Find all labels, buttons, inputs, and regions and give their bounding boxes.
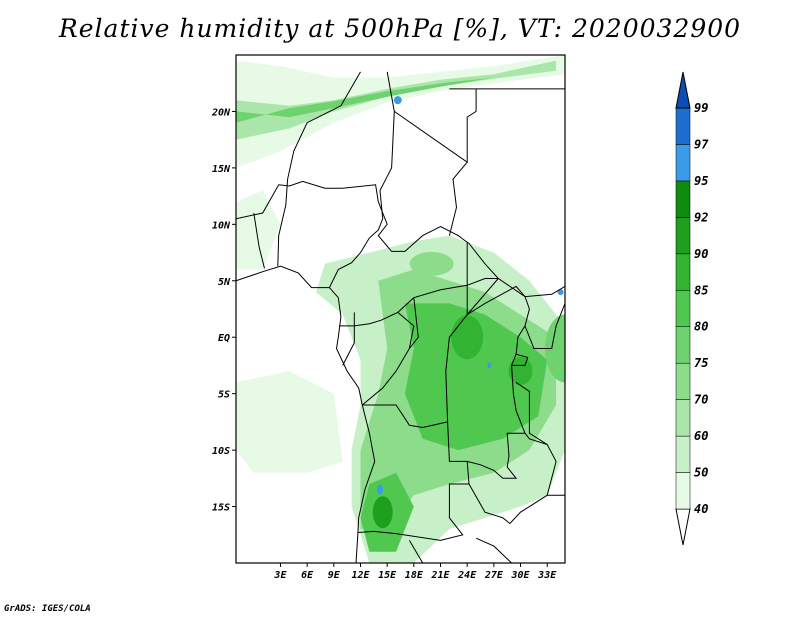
border: [328, 190, 384, 288]
y-tick-label: 10S: [212, 446, 230, 457]
colorbar-low-triangle: [675, 508, 691, 546]
colorbar-label: 92: [694, 210, 708, 224]
y-tick-label: 10N: [212, 220, 231, 231]
colorbar-segment: [675, 253, 691, 291]
border: [511, 353, 529, 366]
colorbar-segment: [675, 107, 691, 145]
colorbar-segment: [675, 217, 691, 255]
y-tick-label: EQ: [218, 333, 230, 344]
saturation-spot: [487, 362, 492, 369]
x-tick-label: 24E: [457, 570, 477, 581]
colorbar-label: 50: [694, 466, 708, 480]
colorbar-label: 80: [694, 320, 708, 334]
colorbar-label: 70: [694, 393, 708, 407]
x-axis: 3E 6E 9E 12E 15E 18E 21E 24E 27E 30E 33E: [273, 563, 557, 581]
saturation-spot: [557, 289, 564, 296]
saturation-spot: [377, 484, 384, 495]
border: [449, 483, 565, 525]
coastline: [236, 265, 376, 563]
border: [524, 303, 565, 349]
colorbar-label: 85: [694, 283, 708, 297]
colorbar-label: 90: [694, 247, 708, 261]
border: [339, 311, 415, 406]
colorbar-label: 75: [694, 356, 708, 370]
map-frame: [235, 54, 566, 564]
border: [409, 297, 419, 349]
humidity-ocean-patch: [236, 371, 343, 473]
humidity-blob: [545, 314, 565, 383]
colorbar-label: 60: [694, 429, 708, 443]
border: [475, 537, 512, 563]
humidity-central-core: [404, 303, 548, 451]
y-tick-label: 15S: [212, 503, 230, 514]
colorbar-high-triangle: [675, 71, 691, 109]
humidity-blob: [372, 496, 393, 529]
y-axis: 20N 15N 10N 5N EQ 5S 10S 15S: [211, 107, 236, 514]
border: [277, 179, 289, 267]
x-tick-label: 9E: [328, 570, 341, 581]
colorbar-segment: [675, 290, 691, 327]
border: [397, 278, 499, 313]
humidity-band-core: [236, 77, 494, 123]
border: [253, 212, 265, 269]
x-tick-label: 33E: [537, 570, 557, 581]
x-tick-label: 27E: [484, 570, 504, 581]
humidity-west-patch: [236, 190, 281, 270]
colorbar-label: 97: [694, 137, 709, 151]
humidity-blob: [451, 315, 484, 360]
border: [515, 381, 548, 445]
border: [342, 312, 355, 366]
humidity-blob: [508, 357, 533, 386]
colorbar-segment: [675, 435, 691, 473]
y-tick-label: 20N: [211, 107, 231, 118]
country-borders: [236, 71, 565, 563]
border-sahel: [236, 180, 565, 298]
colorbar: 40 50 60 70 75 80 85 90 92 95 97 99: [675, 71, 709, 546]
x-tick-label: 12E: [351, 570, 370, 581]
colorbar-label: 99: [694, 101, 708, 115]
colorbar-segment: [675, 399, 691, 437]
border: [379, 71, 395, 191]
x-tick-label: 3E: [273, 570, 287, 581]
x-tick-label: 18E: [405, 570, 424, 581]
x-tick-label: 21E: [430, 570, 450, 581]
border: [524, 432, 557, 496]
colorbar-segment: [675, 362, 691, 400]
x-tick-label: 15E: [378, 570, 397, 581]
colorbar-label: 95: [694, 174, 708, 188]
colorbar-segment: [675, 144, 691, 182]
x-tick-label: 6E: [301, 570, 314, 581]
x-tick-label: 30E: [511, 570, 531, 581]
colorbar-segment: [675, 180, 691, 218]
y-tick-label: 15N: [212, 164, 231, 175]
y-tick-label: 5S: [218, 390, 230, 401]
map-title: Relative humidity at 500hPa [%], VT: 202…: [58, 14, 742, 43]
colorbar-label: 40: [694, 502, 708, 516]
colorbar-segment: [675, 472, 691, 510]
colorbar-segment: [675, 326, 691, 364]
humidity-blob: [409, 251, 454, 276]
y-tick-label: 5N: [218, 277, 231, 288]
border: [394, 88, 477, 164]
grads-credit: GrADS: IGES/COLA: [4, 604, 91, 614]
border: [287, 71, 361, 180]
humidity-field: [236, 55, 565, 563]
border: [448, 161, 468, 236]
border: [408, 540, 424, 563]
saturation-spot: [393, 96, 402, 105]
humidity-band-outer: [236, 55, 565, 168]
